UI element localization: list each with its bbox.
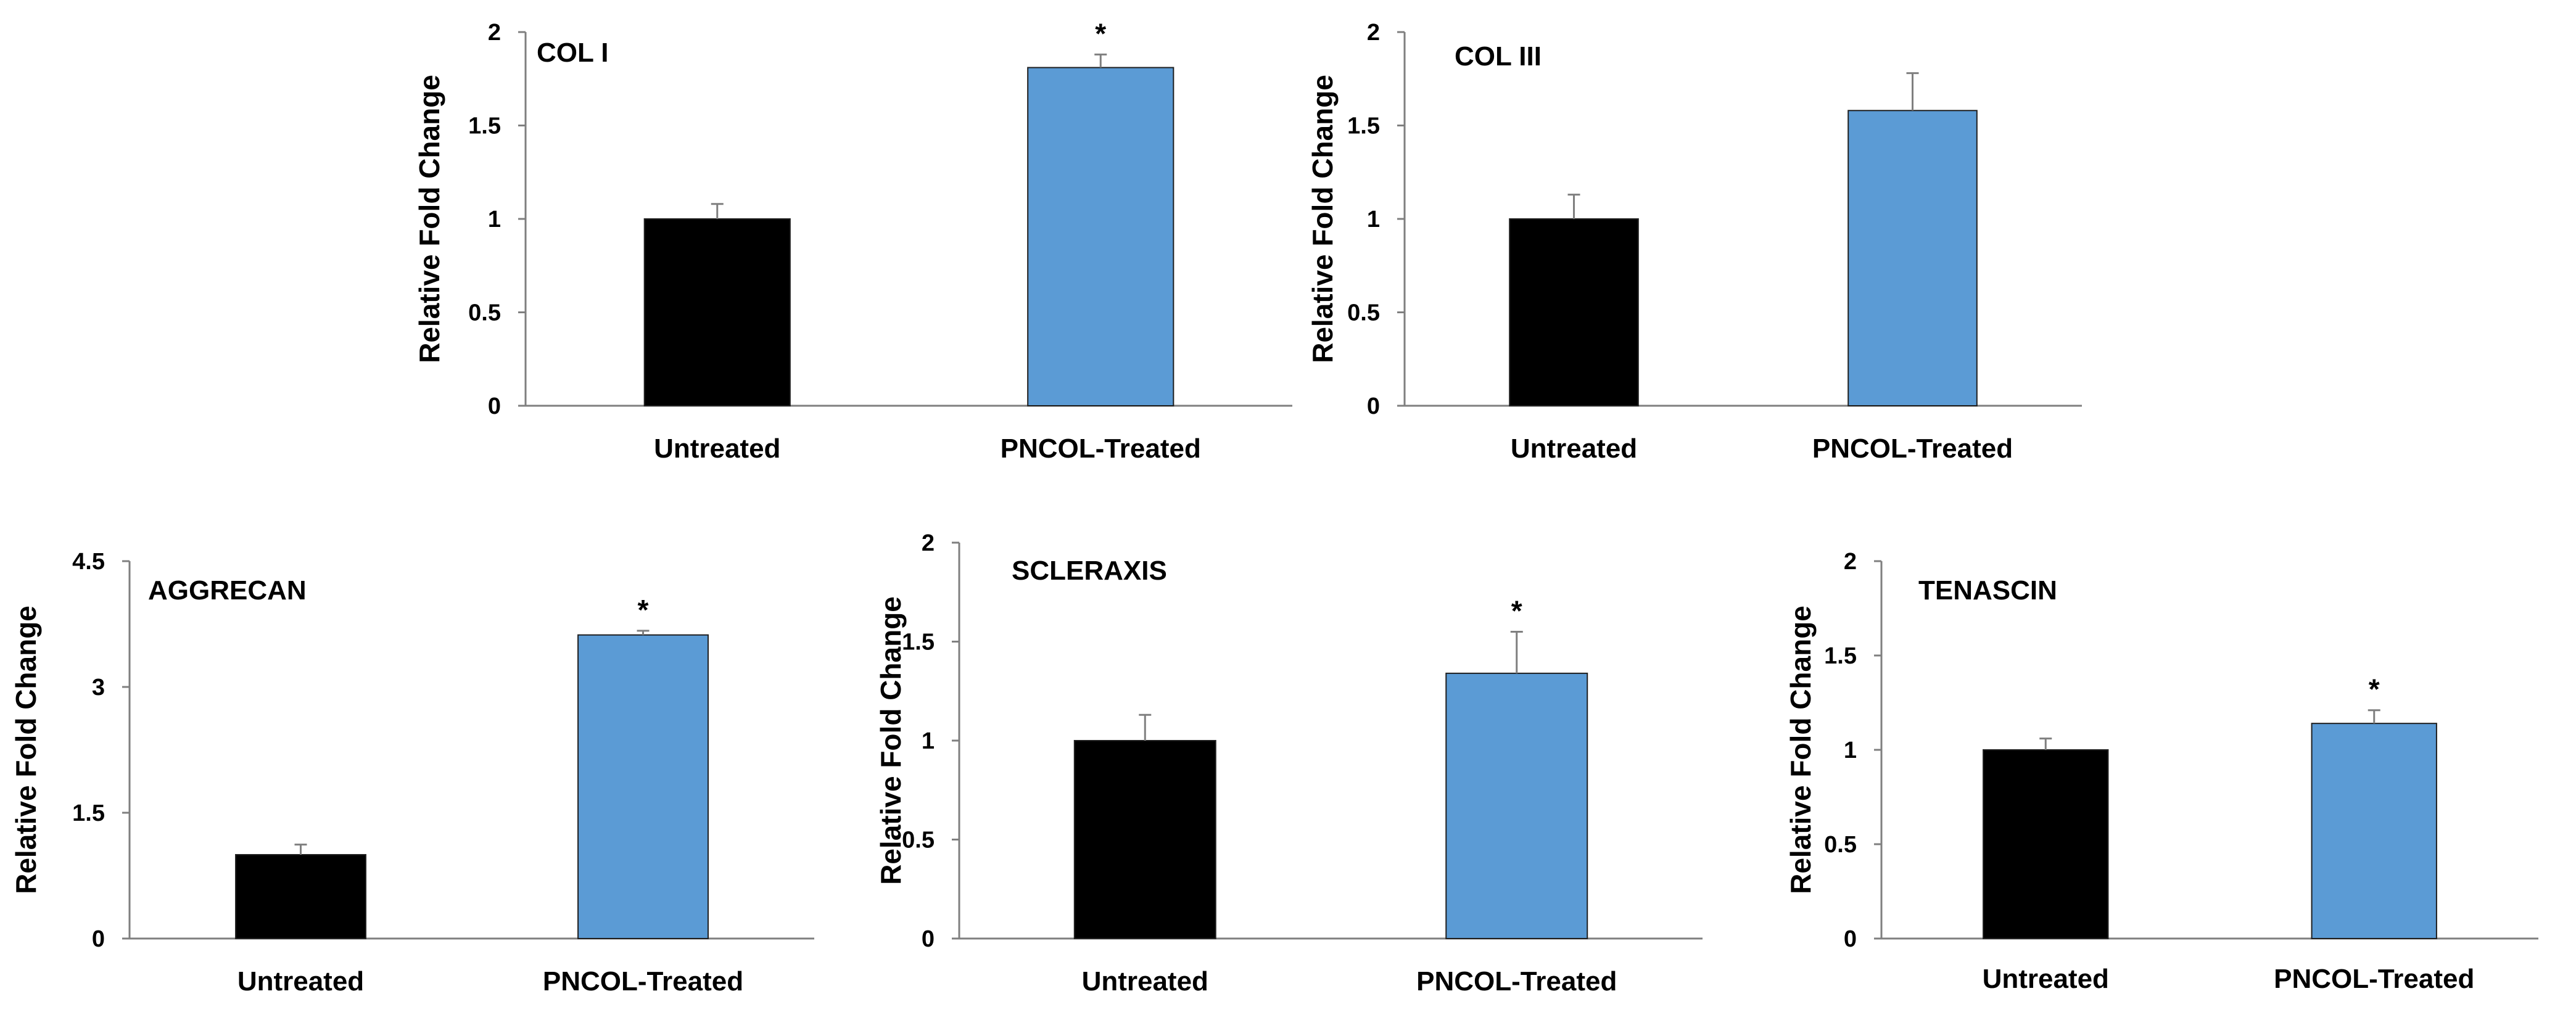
y-tick-label: 2 xyxy=(922,530,935,556)
y-tick-label: 4.5 xyxy=(72,549,105,575)
significance-marker: * xyxy=(638,594,649,626)
bar-untreated xyxy=(235,854,366,939)
bar-untreated xyxy=(1073,740,1216,939)
significance-marker: * xyxy=(1511,594,1522,627)
x-category-label: PNCOL-Treated xyxy=(1812,434,2013,464)
chart-title: COL III xyxy=(1455,41,1542,72)
y-axis-label: Relative Fold Change xyxy=(413,75,445,363)
y-tick-label: 2 xyxy=(1844,549,1857,575)
x-category-label: Untreated xyxy=(1983,964,2109,994)
x-category-label: PNCOL-Treated xyxy=(1001,434,1201,464)
y-tick-label: 1.5 xyxy=(1824,643,1857,669)
y-tick-label: 0 xyxy=(922,926,935,952)
x-category-label: Untreated xyxy=(237,966,364,997)
x-category-label: Untreated xyxy=(1511,434,1637,464)
chart-col-iii: 0 0.5 1 1.5 2 Relative Fold Change COL III Untr… xyxy=(1307,20,2082,464)
x-category-label: PNCOL-Treated xyxy=(2274,964,2474,994)
y-tick-label: 1 xyxy=(1844,738,1857,763)
y-tick-label: 0 xyxy=(92,926,105,952)
bar-untreated xyxy=(643,218,791,406)
y-tick-label: 2 xyxy=(488,20,501,46)
x-category-label: PNCOL-Treated xyxy=(543,966,743,997)
bar-pncol-treated xyxy=(577,634,709,940)
chart-title: SCLERAXIS xyxy=(1012,556,1167,586)
chart-tenascin: 0 0.5 1 1.5 2 Relative Fold Change TENASCIN Unt… xyxy=(1785,549,2538,994)
y-axis-label: Relative Fold Change xyxy=(875,596,907,885)
y-tick-label: 1.5 xyxy=(1347,113,1380,139)
chart-scleraxis: 0 0.5 1 1.5 2 Relative Fold Change SCLERAXIS Un… xyxy=(875,530,1703,997)
y-axis-label: Relative Fold Change xyxy=(1785,606,1817,894)
y-tick-label: 0.5 xyxy=(1824,832,1857,858)
y-tick-label: 1 xyxy=(1367,207,1380,232)
chart-title: COL I xyxy=(537,38,609,68)
y-tick-label: 1.5 xyxy=(902,630,935,655)
y-tick-label: 0 xyxy=(1367,393,1380,419)
bar-untreated xyxy=(1983,749,2109,939)
y-tick-label: 1.5 xyxy=(72,800,105,826)
bar-pncol-treated xyxy=(1847,110,1978,406)
bar-untreated xyxy=(1509,218,1639,406)
bar-pncol-treated xyxy=(1445,672,1588,939)
y-tick-label: 1 xyxy=(922,728,935,754)
y-tick-label: 1 xyxy=(488,207,501,232)
y-tick-label: 1.5 xyxy=(468,113,501,139)
y-axis-label: Relative Fold Change xyxy=(1307,75,1339,363)
y-tick-label: 0.5 xyxy=(1347,300,1380,326)
bar-pncol-treated xyxy=(1027,67,1174,406)
y-tick-label: 0.5 xyxy=(468,300,501,326)
significance-marker: * xyxy=(1095,17,1106,49)
y-tick-label: 0 xyxy=(488,393,501,419)
y-tick-label: 3 xyxy=(92,675,105,701)
y-tick-label: 0.5 xyxy=(902,828,935,853)
y-tick-label: 2 xyxy=(1367,20,1380,46)
significance-marker: * xyxy=(2369,673,2380,705)
chart-title: AGGRECAN xyxy=(148,575,307,606)
bar-pncol-treated xyxy=(2311,723,2437,940)
x-category-label: Untreated xyxy=(654,434,780,464)
chart-aggrecan: 0 1.5 3 4.5 Relative Fold Change AGGRECAN Untr… xyxy=(10,549,814,997)
chart-col-i: 0 0.5 1 1.5 2 Relative Fold Change COL I Untrea… xyxy=(413,17,1292,464)
y-axis-label: Relative Fold Change xyxy=(10,606,42,894)
x-category-label: PNCOL-Treated xyxy=(1416,966,1617,997)
x-category-label: Untreated xyxy=(1082,966,1208,997)
y-tick-label: 0 xyxy=(1844,926,1857,952)
chart-title: TENASCIN xyxy=(1918,575,2057,606)
